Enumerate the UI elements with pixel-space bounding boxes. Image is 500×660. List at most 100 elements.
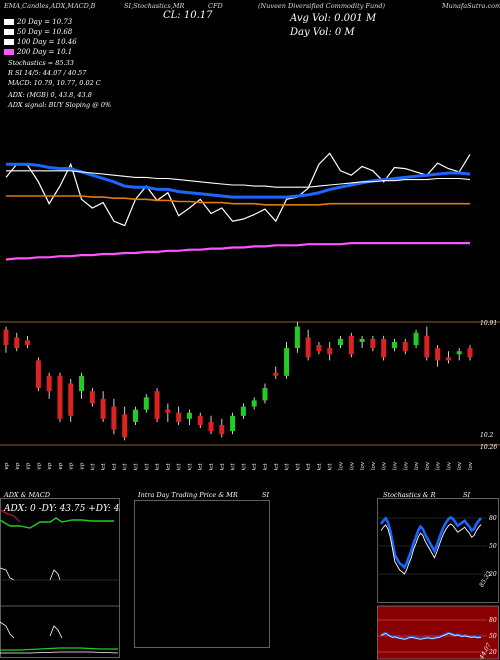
candle-body (305, 337, 311, 358)
candle (100, 391, 106, 422)
indicator-list-2: SI,Stochastics,MR (124, 2, 185, 10)
date-tick-label: 24 Sep (36, 462, 42, 470)
candle-axis-mid: 10.2 (480, 432, 494, 439)
macd-line-a (0, 621, 15, 639)
candle (219, 418, 225, 438)
rsi-frame (377, 605, 499, 660)
date-tick-label: 17 Oct (220, 463, 226, 470)
date-tick-label: 30 Sep (80, 462, 86, 470)
date-tick-label: 04 Nov (349, 461, 355, 470)
ema-lines (5, 152, 471, 261)
candle-body (338, 338, 344, 346)
candle (413, 329, 419, 349)
candle-body (79, 375, 85, 392)
candle (359, 335, 365, 349)
date-tick-label: 07 Oct (133, 463, 139, 470)
ema200-swatch (4, 49, 14, 55)
candle-body (391, 341, 397, 349)
rsi-tick-80: 80 (489, 617, 497, 624)
adx-panel-frame (0, 498, 120, 658)
date-tick-label: 20 Sep (15, 462, 21, 470)
candle (154, 388, 160, 422)
indicator-list: EMA,Candles,ADX,MACD,B (4, 2, 96, 10)
stochastic-d-line (380, 523, 482, 575)
candle (176, 406, 182, 426)
candle-body (316, 345, 322, 352)
stochastics-rsi-panel: 80 50 20 85.33 80 50 20 44.07 (377, 498, 499, 660)
candle-body (111, 406, 117, 430)
candle (327, 341, 333, 361)
adx-signal-line-b (49, 569, 61, 581)
candle (424, 326, 430, 361)
candle (284, 341, 290, 379)
candle (240, 403, 246, 419)
intraday-frame (134, 500, 270, 648)
rsi-readout: R SI 14/5: 44.07 / 40.57 (8, 69, 87, 77)
candles (3, 322, 473, 441)
date-axis: 19 Sep 20 Sep 23 Sep 24 Sep 25 Sep 26 Sep 27 S… (4, 461, 474, 470)
date-tick-label: 18 Nov (457, 461, 463, 470)
candle (57, 372, 63, 422)
date-tick-label: 23 Sep (26, 462, 32, 470)
ema-50-line (6, 170, 471, 188)
candle-body (284, 348, 290, 376)
candle (381, 335, 387, 361)
candle-body (186, 412, 192, 419)
adx-signal-readout: ADX signal: BUY Sloping @ 0% (8, 101, 112, 109)
candle (402, 338, 408, 355)
candle (89, 388, 95, 407)
candle (25, 335, 31, 349)
candle-body (273, 372, 279, 376)
candle (197, 412, 203, 429)
date-tick-label: 11 Oct (177, 463, 183, 470)
stoch-tick-80: 80 (489, 515, 497, 522)
candle (316, 341, 322, 355)
candle (208, 415, 214, 435)
date-tick-label: 29 Oct (306, 463, 312, 470)
date-tick-label: 31 Oct (328, 463, 334, 470)
candle (445, 351, 451, 364)
date-tick-label: 14 Nov (436, 461, 442, 470)
stoch-tick-20: 20 (488, 571, 497, 578)
candle-body (176, 412, 182, 422)
date-tick-label: 19 Nov (468, 461, 474, 470)
adx-macd-panel: ADX: 0 -DY: 43.75 +DY: 43.75 (0, 498, 120, 658)
legend-ema50: 50 Day = 10.68 (4, 28, 72, 36)
close-price-line (5, 152, 471, 227)
date-tick-label: 06 Nov (371, 461, 377, 470)
candle-body (294, 326, 300, 349)
candle-body (25, 340, 31, 346)
candle-body (348, 335, 354, 355)
candle-body (413, 332, 419, 346)
intraday-title: Intra Day Trading Price & MR (138, 491, 238, 499)
source-label: MunafaSutra.com (442, 2, 500, 10)
candle-body (154, 391, 160, 419)
candle-body (456, 351, 462, 355)
ema100-swatch (4, 39, 14, 45)
stochastics-readout: Stochastics = 85.33 (8, 59, 74, 67)
adx-values-box: ADX: 0 -DY: 43.75 +DY: 43.75 (3, 504, 120, 514)
legend-ema100: 100 Day = 10.46 (4, 38, 77, 46)
ema-100-line (6, 195, 470, 206)
candle-body (445, 357, 451, 361)
stoch-title: Stochastics & R (383, 491, 436, 499)
candle-body (208, 421, 214, 432)
candle (165, 403, 171, 422)
candle-body (143, 397, 149, 410)
macd-readout: MACD: 10.79, 10.77, 0.02 C (8, 79, 101, 87)
candle-body (3, 329, 9, 346)
stoch-frame (377, 498, 499, 603)
candle-axis-high: 10.91 (480, 320, 497, 327)
date-tick-label: 08 Nov (392, 461, 398, 470)
date-tick-label: 26 Sep (58, 462, 64, 470)
date-tick-label: 16 Oct (209, 463, 215, 470)
candle (14, 332, 20, 352)
rsi-signal-line (380, 633, 482, 640)
ema20-swatch (4, 19, 14, 25)
date-tick-label: 11 Nov (403, 461, 409, 470)
candle-body (359, 338, 365, 342)
rsi-line (380, 631, 482, 640)
candle-body (467, 348, 473, 358)
intraday-si-label: SI (262, 491, 270, 499)
date-tick-label: 30 Oct (317, 463, 323, 470)
